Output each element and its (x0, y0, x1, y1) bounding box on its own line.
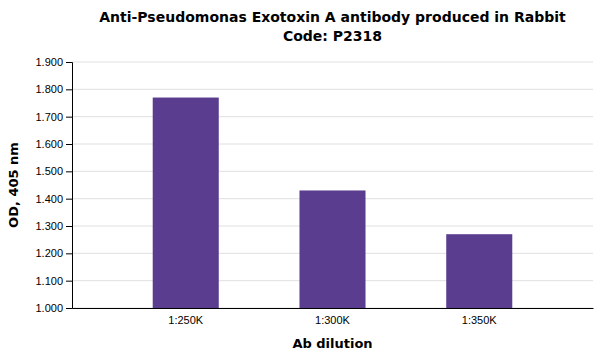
grid-line (72, 89, 593, 90)
grid-line (72, 62, 593, 63)
tick-label: 1.800 (35, 83, 63, 95)
title: Anti-Pseudomonas Exotoxin A antibody pro… (99, 9, 566, 25)
tick-label: 1.900 (35, 56, 63, 68)
tick-mark (66, 171, 72, 172)
plot: 1.000 1.100 1.200 1.300 1.400 1.500 1.600 1.700… (35, 56, 593, 360)
tick: 1.200 (35, 247, 72, 259)
bar (299, 190, 365, 308)
chart: 1.000 1.100 1.200 1.300 1.400 1.500 1.600 1.700… (0, 0, 613, 360)
tick-label: 1:300K (315, 314, 351, 326)
tick-label: 1.700 (35, 111, 63, 123)
tick: 1.400 (35, 193, 72, 205)
grid-line (72, 171, 593, 172)
tick-label: 1.600 (35, 138, 63, 150)
bars (153, 98, 513, 308)
tick: 1.600 (35, 138, 72, 150)
tick: 1.800 (35, 83, 72, 95)
bar (446, 234, 512, 308)
tick-mark (66, 308, 72, 309)
grid-line (72, 116, 593, 117)
tick: 1.000 (35, 302, 72, 314)
tick-label: 1.100 (35, 275, 63, 287)
tick-mark (66, 144, 72, 145)
x-axis-title: Ab dilution (292, 336, 372, 351)
tick: 1.700 (35, 111, 72, 123)
tick: 1:350K (462, 314, 498, 326)
tick-mark (66, 117, 72, 118)
axis-line (66, 63, 73, 309)
tick-label: 1.400 (35, 193, 63, 205)
tick-label: 1:350K (462, 314, 498, 326)
tick-mark (66, 62, 72, 63)
tick-label: 1:250K (168, 314, 204, 326)
tick-label: 1.200 (35, 247, 63, 259)
tick: 1.300 (35, 220, 72, 232)
tick: 1.900 (35, 56, 72, 68)
tick: 1:250K (168, 314, 204, 326)
tick-label: 1.300 (35, 220, 63, 232)
y-axis: 1.000 1.100 1.200 1.300 1.400 1.500 1.600 1.700… (35, 56, 72, 314)
tick: 1:300K (315, 314, 351, 326)
tick-label: 1.000 (35, 302, 63, 314)
axis-line (73, 308, 594, 309)
grid-line (72, 144, 593, 145)
tick-mark (66, 226, 72, 227)
tick-mark (66, 89, 72, 90)
tick-label: 1.500 (35, 165, 63, 177)
tick-mark (66, 253, 72, 254)
x-axis: 1:250K 1:300K 1:350K (73, 309, 594, 326)
y-axis-title: OD, 405 nm (6, 142, 21, 228)
tick-mark (66, 199, 72, 200)
bar (153, 98, 219, 308)
tick-mark (66, 281, 72, 282)
tick: 1.100 (35, 275, 72, 287)
tick: 1.500 (35, 165, 72, 177)
subtitle: Code: P2318 (283, 28, 382, 44)
